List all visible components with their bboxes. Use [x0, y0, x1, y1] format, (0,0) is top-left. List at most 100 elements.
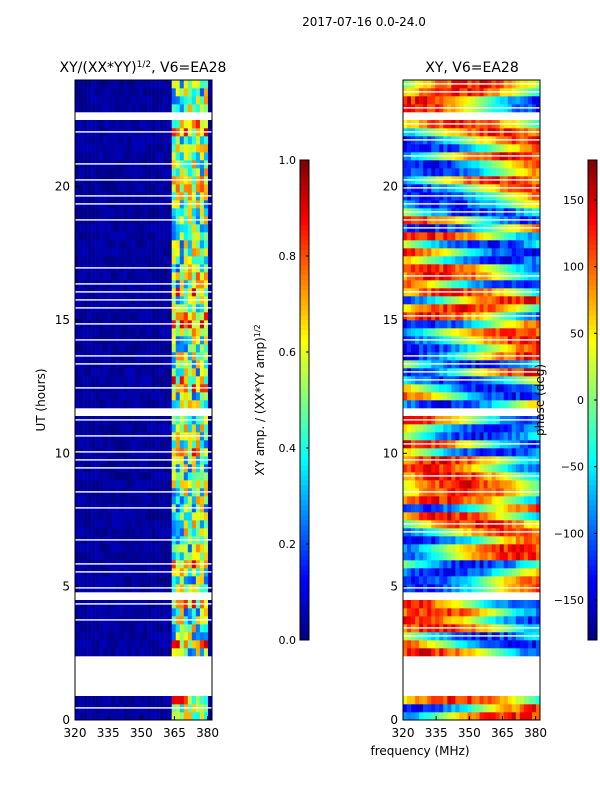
heatmap-cell — [187, 120, 193, 129]
heatmap-cell — [163, 400, 168, 409]
flagged-row — [403, 155, 540, 157]
heatmap-cell — [103, 240, 108, 249]
heatmap-cell — [111, 104, 116, 113]
heatmap-cell — [403, 648, 408, 657]
heatmap-cell — [203, 640, 209, 649]
heatmap-cell — [123, 96, 128, 105]
heatmap-cell — [183, 208, 189, 217]
heatmap-cell — [175, 544, 181, 553]
heatmap-cell — [111, 232, 116, 241]
heatmap-cell — [179, 624, 185, 633]
heatmap-cell — [455, 480, 460, 489]
heatmap-cell — [439, 168, 444, 177]
heatmap-cell — [111, 552, 116, 561]
heatmap-cell — [135, 208, 140, 217]
heatmap-cell — [135, 624, 140, 633]
heatmap-cell — [79, 392, 84, 401]
heatmap-cell — [415, 496, 420, 505]
heatmap-cell — [527, 384, 533, 393]
heatmap-cell — [135, 640, 140, 649]
heatmap-cell — [411, 544, 416, 553]
heatmap-cell — [115, 528, 120, 537]
heatmap-cell — [455, 320, 460, 329]
heatmap-cell — [507, 504, 513, 513]
heatmap-cell — [523, 616, 529, 625]
heatmap-cell — [515, 640, 521, 649]
heatmap-cell — [95, 608, 100, 617]
heatmap-cell — [179, 144, 185, 153]
heatmap-cell — [119, 528, 124, 537]
heatmap-cell — [187, 544, 193, 553]
heatmap-cell — [439, 320, 444, 329]
heatmap-cell — [111, 344, 116, 353]
heatmap-cell — [427, 480, 432, 489]
heatmap-cell — [403, 448, 408, 457]
heatmap-cell — [147, 520, 152, 529]
heatmap-cell — [151, 400, 156, 409]
heatmap-cell — [95, 80, 100, 89]
heatmap-cell — [447, 504, 452, 513]
heatmap-cell — [527, 560, 533, 569]
heatmap-cell — [411, 600, 416, 609]
heatmap-cell — [447, 168, 452, 177]
heatmap-cell — [447, 248, 452, 257]
heatmap-cell — [167, 624, 173, 633]
heatmap-cell — [459, 504, 464, 513]
x-tick-label: 350 — [130, 726, 153, 740]
heatmap-cell — [467, 648, 472, 657]
heatmap-cell — [411, 168, 416, 177]
heatmap-cell — [487, 464, 492, 473]
heatmap-cell — [163, 208, 168, 217]
heatmap-cell — [175, 576, 181, 585]
heatmap-cell — [495, 256, 501, 265]
heatmap-cell — [499, 512, 505, 521]
heatmap-cell — [463, 160, 468, 169]
heatmap-cell — [419, 424, 424, 433]
heatmap-cell — [147, 96, 152, 105]
heatmap-cell — [87, 328, 92, 337]
heatmap-cell — [207, 544, 213, 553]
heatmap-cell — [535, 552, 541, 561]
heatmap-cell — [503, 432, 509, 441]
heatmap-cell — [91, 552, 96, 561]
heatmap-cell — [195, 184, 201, 193]
heatmap-cell — [183, 344, 189, 353]
heatmap-cell — [143, 544, 148, 553]
heatmap-cell — [407, 144, 412, 153]
heatmap-cell — [195, 96, 201, 105]
heatmap-cell — [123, 312, 128, 321]
heatmap-cell — [499, 600, 505, 609]
heatmap-cell — [519, 168, 525, 177]
heatmap-cell — [103, 400, 108, 409]
heatmap-cell — [427, 296, 432, 305]
heatmap-cell — [171, 344, 177, 353]
heatmap-cell — [511, 240, 517, 249]
heatmap-cell — [91, 392, 96, 401]
heatmap-cell — [471, 600, 476, 609]
heatmap-cell — [99, 608, 104, 617]
heatmap-cell — [155, 440, 160, 449]
flagged-row — [75, 131, 212, 133]
heatmap-cell — [435, 232, 440, 241]
colorbar-segment — [300, 475, 309, 481]
heatmap-cell — [435, 464, 440, 473]
heatmap-cell — [155, 392, 160, 401]
heatmap-cell — [411, 392, 416, 401]
heatmap-cell — [511, 704, 517, 713]
heatmap-cell — [447, 392, 452, 401]
heatmap-cell — [479, 640, 484, 649]
heatmap-cell — [127, 648, 132, 657]
heatmap-cell — [83, 480, 88, 489]
heatmap-cell — [119, 152, 124, 161]
heatmap-cell — [483, 576, 488, 585]
colorbar-segment — [300, 555, 309, 561]
heatmap-cell — [179, 312, 185, 321]
heatmap-cell — [487, 568, 492, 577]
heatmap-cell — [463, 400, 468, 409]
heatmap-cell — [515, 232, 521, 241]
heatmap-cell — [155, 712, 160, 721]
heatmap-cell — [427, 160, 432, 169]
heatmap-cell — [199, 224, 205, 233]
heatmap-cell — [455, 552, 460, 561]
heatmap-cell — [143, 88, 148, 97]
